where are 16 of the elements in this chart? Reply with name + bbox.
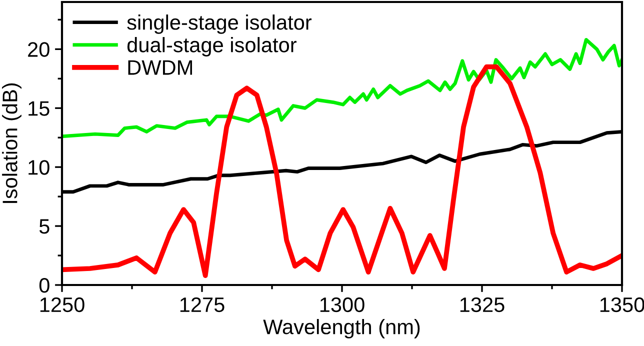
y-tick-label: 5 (39, 219, 50, 234)
y-tick-label: 15 (28, 101, 50, 116)
y-axis-title: Isolation (dB) (2, 83, 22, 203)
x-tick-label: 1250 (40, 297, 84, 312)
y-tick-label: 10 (28, 160, 50, 175)
x-axis-title: Wavelength (nm) (263, 319, 420, 338)
line-series (62, 38, 622, 138)
legend-label: dual-stage isolator (127, 37, 296, 56)
x-tick-label: 1275 (180, 297, 224, 312)
y-tick-label: 0 (39, 278, 50, 293)
y-tick-label: 20 (28, 42, 50, 57)
x-tick-label: 1350 (600, 297, 644, 312)
x-tick-label: 1325 (460, 297, 504, 312)
x-tick-label: 1300 (320, 297, 364, 312)
legend-label: single-stage isolator (127, 14, 312, 34)
legend-label: DWDM (128, 60, 192, 75)
